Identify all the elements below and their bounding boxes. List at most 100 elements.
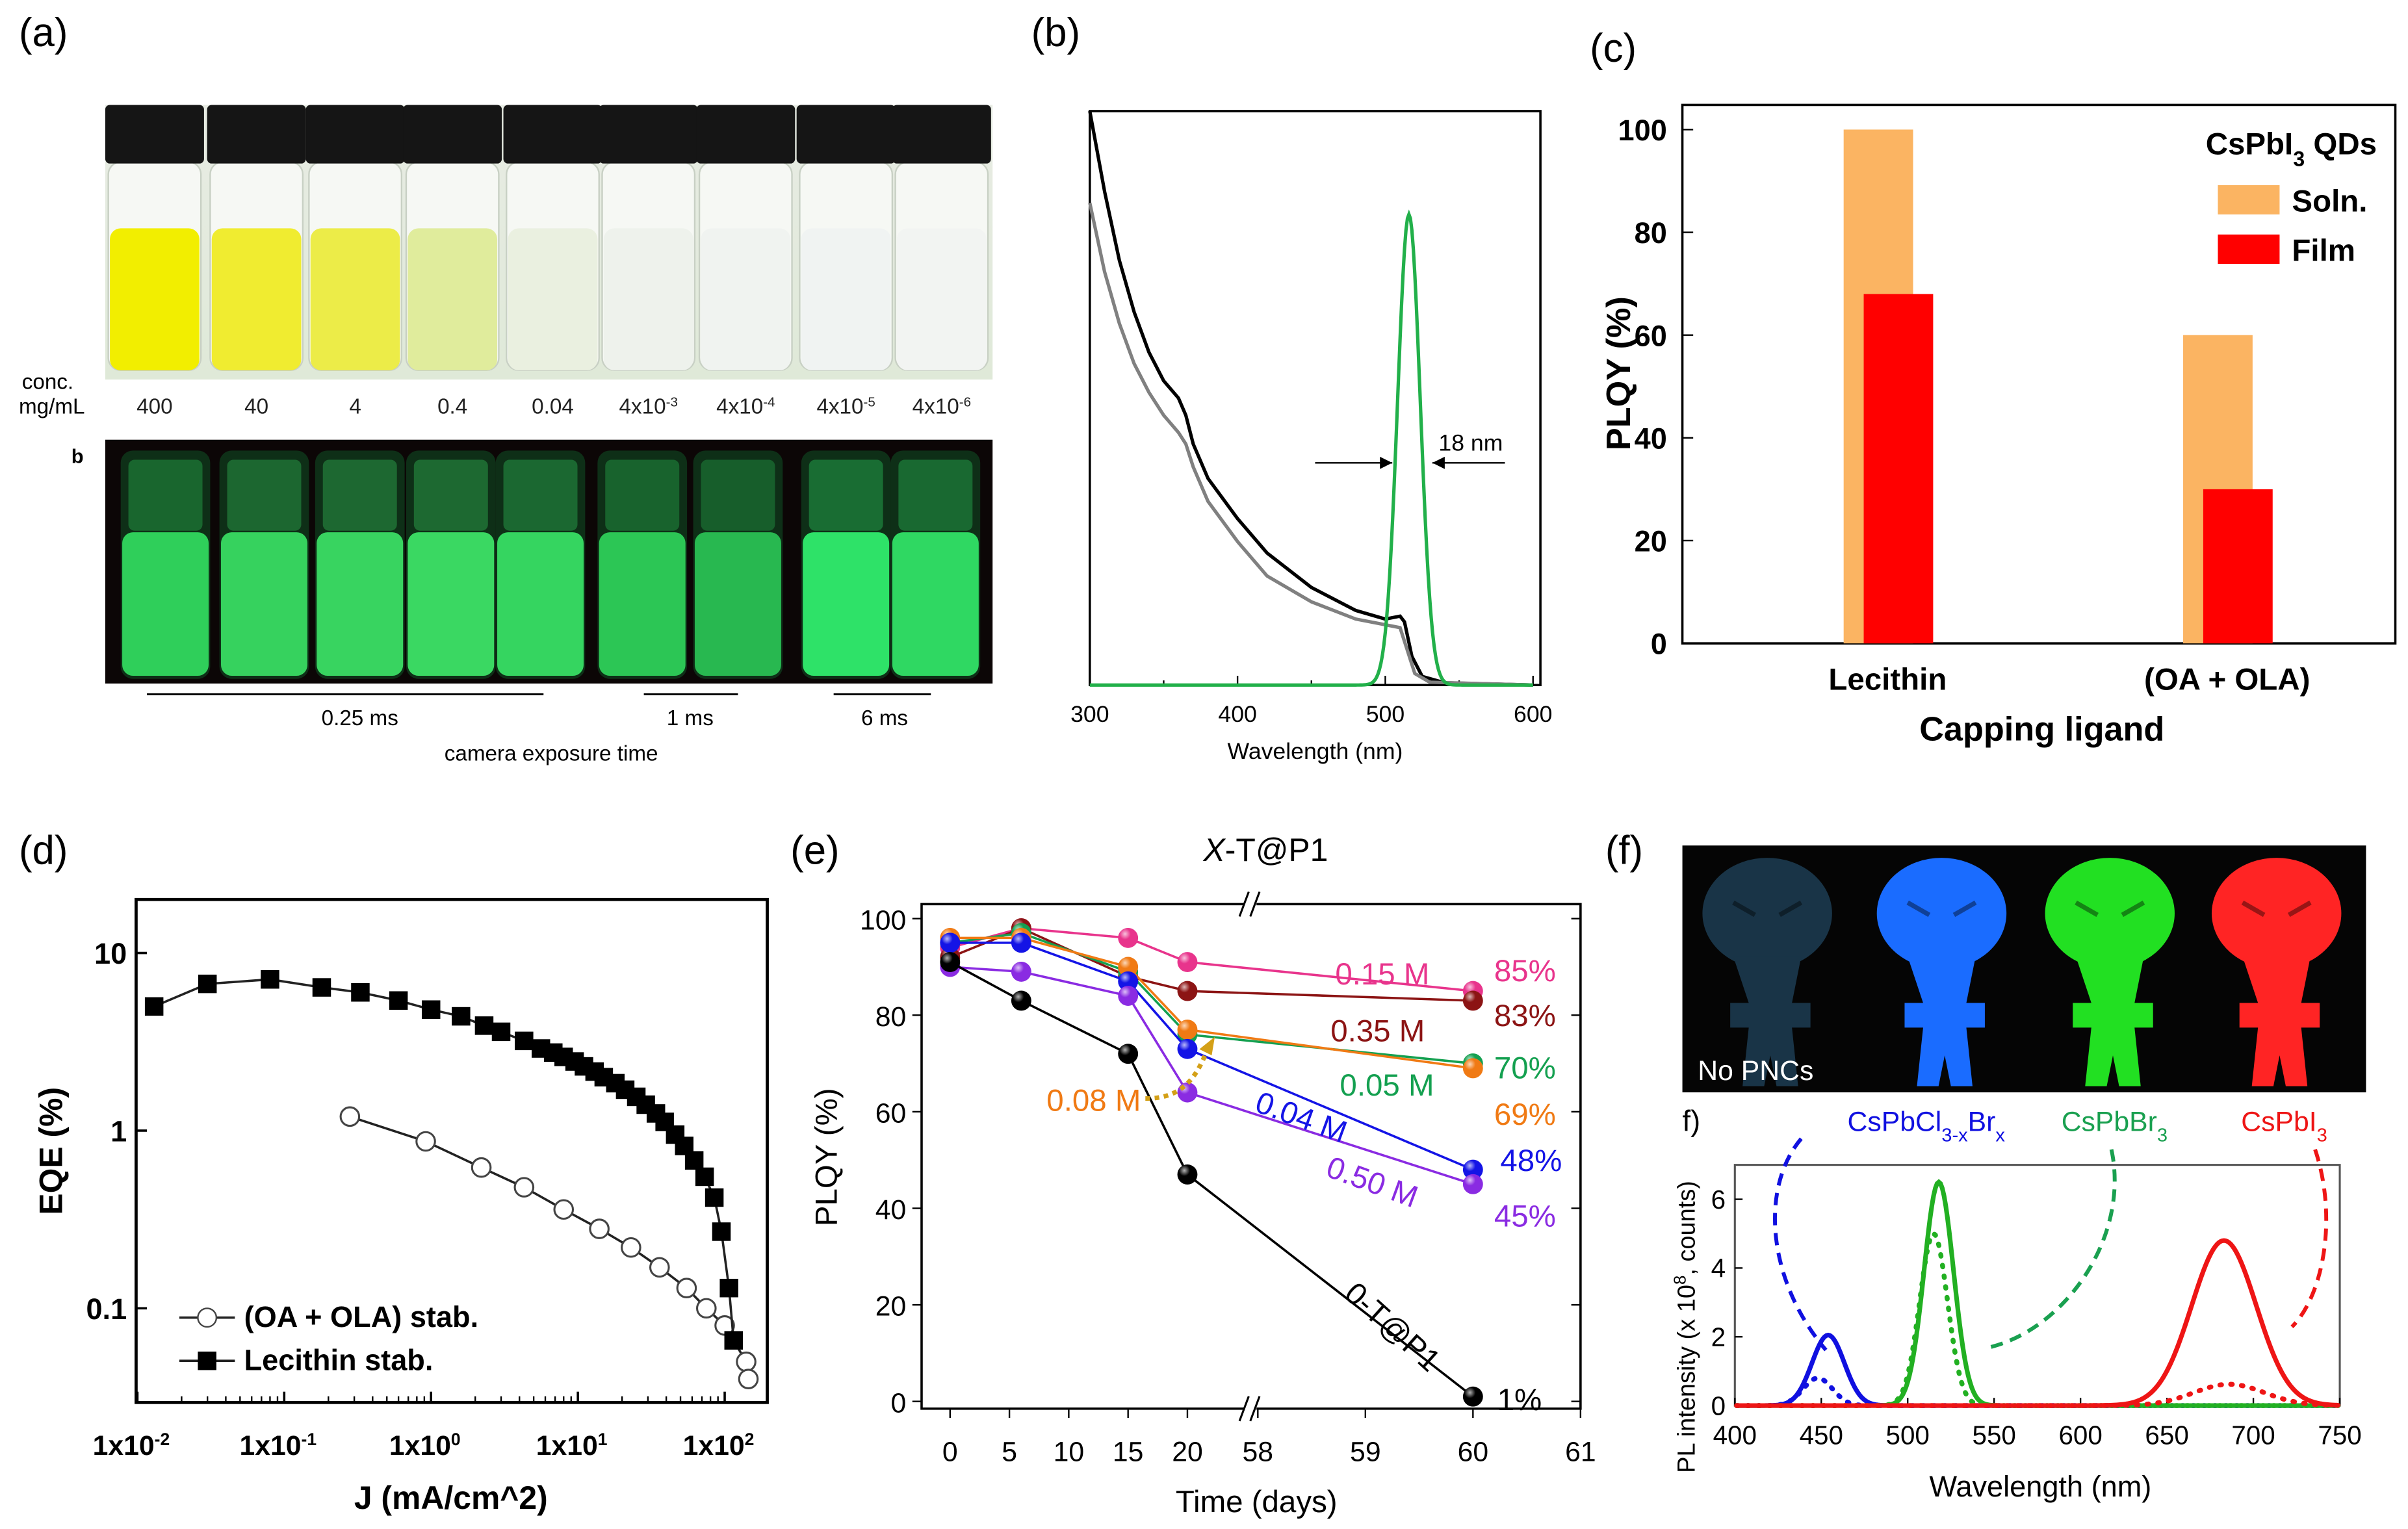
series-label-part: 3-x [1941,1125,1968,1146]
vial-liquid [803,532,890,676]
x-tick-label: 61 [1565,1437,1596,1468]
x-axis-label: Wavelength (nm) [1228,738,1403,764]
x-tick-label-exponent: 0 [451,1430,461,1449]
vial-headspace [605,459,680,531]
data-point-open-circle [621,1237,641,1258]
vial-cap [796,105,896,164]
vial-liquid [122,532,209,676]
y-axis-label: PL intensity (x 108, counts) [1672,1181,1701,1473]
data-point-highlight [1177,1164,1198,1185]
figurine-body [1904,957,1985,1086]
x-tick-label: 500 [1886,1420,1930,1450]
vial-liquid [897,228,987,370]
x-tick-label: 400 [1713,1420,1757,1450]
vial-cap [207,105,306,164]
vial [403,105,502,372]
concentration-label-base: 4x10 [619,394,666,418]
data-point-filled-square [312,978,331,997]
y-tick-label: 80 [1635,216,1667,250]
end-value-label: 83% [1494,999,1556,1033]
vial-cap [503,105,602,164]
exposure-time-label: 6 ms [861,706,908,730]
vial [105,105,204,372]
panel-label-e: (e) [790,829,839,873]
sub-panel-label-f: f) [1683,1104,1701,1137]
y-tick-label: 100 [860,905,906,936]
data-point-highlight [1462,1159,1483,1180]
glowing-vial [597,450,688,679]
y-tick-label: 4 [1711,1253,1726,1283]
vial-headspace [701,459,775,531]
data-point-filled-square [724,1331,743,1350]
data-point-filled-square [421,1000,441,1019]
data-point-highlight [1177,952,1198,972]
concentration-label: 0.4 [437,394,467,418]
concentration-label: 4x10-3 [619,394,678,419]
x-tick-label: 1x101 [536,1430,608,1461]
end-value-label: 69% [1494,1098,1556,1132]
figure-content: (a) (b) (c)(d) (e) (f)400 40 4 0.4 0.04 4x10-3 4x1… [19,10,2397,1519]
series-label-part: x [1995,1125,2005,1146]
data-point-open-circle [471,1157,492,1178]
glowing-vial [495,450,586,679]
legend-marker-filled-square [198,1351,216,1370]
x-tick-label-exponent: 1 [598,1430,608,1449]
vial-liquid [408,228,498,370]
arrowhead-icon [1380,456,1393,469]
x-tick-label: 600 [2058,1420,2102,1450]
bar-film [2203,489,2273,644]
series-line [153,978,735,1341]
vial-liquid [892,532,979,676]
data-point-filled-square [705,1188,724,1207]
concentration-label-base: 4x10 [816,394,863,418]
series-label: 0.15 M [1335,957,1429,992]
spectrum-absorbance-1 [1088,110,1533,687]
data-point-filled-square [515,1031,534,1051]
series-label: CsPbCl3-xBrx [1847,1106,2005,1146]
x-axis-label: J (mA/cm^2) [354,1480,548,1516]
chart-title-part: X [1203,832,1226,868]
figurine [1876,858,2007,1086]
concentration-label-base: 4 [349,394,361,418]
series-label-part: 3 [2317,1125,2327,1146]
x-tick-label-exponent: 2 [745,1430,755,1449]
chart-title: X-T@P1 [1203,832,1328,868]
figurine-head [2045,858,2175,970]
plot-frame [1681,103,2397,645]
panel-a: 400 40 4 0.4 0.04 4x10-3 4x10-4 4x10-5 4x10-6con… [19,105,993,766]
legend-label: Soln. [2292,184,2367,218]
vial-liquid [694,532,781,676]
data-point-open-circle [415,1131,436,1152]
exposure-time-label: 0.25 ms [322,706,398,730]
vial-liquid [317,532,404,676]
data-point-filled-square [144,997,164,1016]
data-point-highlight [1011,932,1031,953]
vial [599,105,698,372]
panel-label-f: (f) [1605,829,1643,873]
legend-swatch [2218,234,2280,264]
concentration-label-exponent: -5 [864,394,875,409]
vial-cap [403,105,502,164]
data-point-filled-square [452,1007,471,1026]
legend-label: Film [2292,233,2355,268]
data-point-highlight [940,952,961,972]
spectrum-absorbance-2 [1088,202,1533,687]
data-point-filled-square [719,1278,738,1298]
fwhm-annotation: 18 nm [1438,430,1503,456]
x-axis-label: Time (days) [1176,1485,1338,1519]
chart-title-part: -T@P1 [1225,832,1328,868]
series-label: CsPbI3 [2241,1106,2327,1146]
legend-label: (OA + OLA) stab. [244,1300,478,1333]
data-point-filled-square [474,1016,494,1035]
y-tick-label: 0.1 [86,1292,127,1326]
panel-label-c: (c) [1590,26,1637,71]
concentration-label-base: 4x10 [913,394,959,418]
vial-headspace [413,459,488,531]
data-point-open-circle [736,1351,757,1372]
x-tick-label: 550 [1973,1420,2016,1450]
data-point-highlight [1177,1038,1198,1059]
vial-headspace [227,459,302,531]
x-tick-label: 1x10-1 [240,1430,317,1461]
data-point-filled-square [712,1222,731,1241]
